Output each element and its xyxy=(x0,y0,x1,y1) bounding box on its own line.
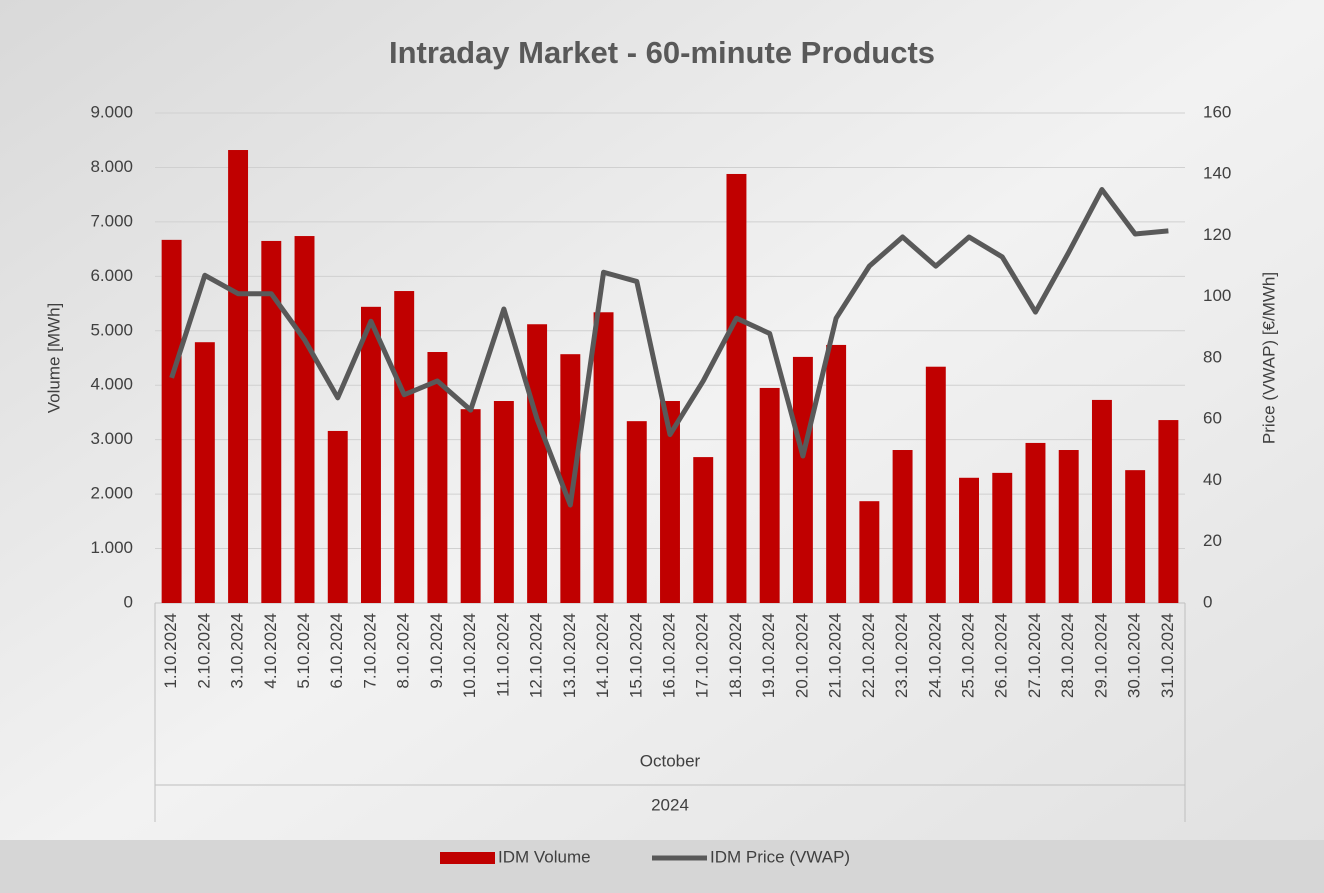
bar xyxy=(693,457,713,603)
x-tick-label: 2.10.2024 xyxy=(194,613,213,689)
x-tick-label: 25.10.2024 xyxy=(959,613,978,698)
x-tick-label: 14.10.2024 xyxy=(593,613,612,698)
y-tick-label: 0 xyxy=(124,592,133,611)
y2-tick-label: 100 xyxy=(1203,286,1231,305)
x-tick-label: 6.10.2024 xyxy=(327,613,346,689)
x-tick-label: 19.10.2024 xyxy=(759,613,778,698)
x-tick-label: 16.10.2024 xyxy=(659,613,678,698)
bar xyxy=(826,345,846,603)
bar xyxy=(1059,450,1079,603)
y-tick-label: 3.000 xyxy=(90,429,133,448)
x-tick-label: 18.10.2024 xyxy=(726,613,745,698)
x-tick-label: 21.10.2024 xyxy=(826,613,845,698)
x-tick-label: 12.10.2024 xyxy=(527,613,546,698)
y2-tick-label: 60 xyxy=(1203,409,1222,428)
bar xyxy=(1092,400,1112,603)
y-tick-label: 9.000 xyxy=(90,102,133,121)
y2-axis-title: Price (VWAP) [€/MWh] xyxy=(1259,272,1278,444)
bar xyxy=(195,342,215,603)
x-tick-label: 10.10.2024 xyxy=(460,613,479,698)
y2-tick-label: 140 xyxy=(1203,164,1231,183)
x-tick-label: 7.10.2024 xyxy=(360,613,379,689)
bar xyxy=(228,150,248,603)
x-tick-label: 15.10.2024 xyxy=(626,613,645,698)
bar xyxy=(1125,470,1145,603)
x-tick-label: 5.10.2024 xyxy=(294,613,313,689)
legend-band xyxy=(0,840,1324,893)
x-tick-label: 17.10.2024 xyxy=(693,613,712,698)
chart-title: Intraday Market - 60-minute Products xyxy=(389,35,935,70)
x-tick-label: 26.10.2024 xyxy=(992,613,1011,698)
x-tick-label: 13.10.2024 xyxy=(560,613,579,698)
bar xyxy=(1158,420,1178,603)
x-tick-label: 29.10.2024 xyxy=(1091,613,1110,698)
bar xyxy=(461,409,481,603)
x-tick-label: 22.10.2024 xyxy=(859,613,878,698)
x-tick-label: 28.10.2024 xyxy=(1058,613,1077,698)
bar xyxy=(527,324,547,603)
bar xyxy=(793,357,813,603)
y-axis-title: Volume [MWh] xyxy=(44,303,63,414)
y-tick-label: 8.000 xyxy=(90,157,133,176)
x-tick-label: 23.10.2024 xyxy=(892,613,911,698)
x-tick-label: 8.10.2024 xyxy=(394,613,413,689)
legend-swatch xyxy=(440,852,495,864)
bar xyxy=(328,431,348,603)
x-tick-label: 30.10.2024 xyxy=(1125,613,1144,698)
y2-tick-label: 0 xyxy=(1203,592,1212,611)
x-tick-label: 3.10.2024 xyxy=(228,613,247,689)
legend-label: IDM Volume xyxy=(498,847,591,866)
bar xyxy=(162,240,182,603)
x-tick-label: 4.10.2024 xyxy=(261,613,280,689)
y-tick-label: 5.000 xyxy=(90,320,133,339)
group-label: 2024 xyxy=(651,795,689,814)
y2-tick-label: 80 xyxy=(1203,347,1222,366)
y2-tick-label: 120 xyxy=(1203,225,1231,244)
x-tick-label: 20.10.2024 xyxy=(792,613,811,698)
bar xyxy=(494,401,514,603)
x-tick-label: 11.10.2024 xyxy=(493,613,512,697)
x-tick-label: 9.10.2024 xyxy=(427,613,446,689)
bar xyxy=(726,174,746,603)
bar xyxy=(926,367,946,603)
bar xyxy=(760,388,780,603)
x-tick-label: 27.10.2024 xyxy=(1025,613,1044,698)
y2-tick-label: 40 xyxy=(1203,470,1222,489)
bar xyxy=(295,236,315,603)
y-tick-label: 2.000 xyxy=(90,484,133,503)
bar xyxy=(361,307,381,603)
bar xyxy=(859,501,879,603)
x-tick-label: 24.10.2024 xyxy=(925,613,944,698)
bar xyxy=(627,421,647,603)
chart: Intraday Market - 60-minute Products Vol… xyxy=(0,0,1324,893)
page: Intraday Market - 60-minute Products Vol… xyxy=(0,0,1324,893)
y-tick-label: 1.000 xyxy=(90,538,133,557)
x-tick-label: 31.10.2024 xyxy=(1158,613,1177,698)
y-tick-label: 4.000 xyxy=(90,375,133,394)
y2-tick-label: 20 xyxy=(1203,531,1222,550)
y-tick-label: 6.000 xyxy=(90,266,133,285)
y-tick-label: 7.000 xyxy=(90,211,133,230)
bar xyxy=(992,473,1012,603)
bar xyxy=(959,478,979,603)
group-label: October xyxy=(640,751,701,770)
bar xyxy=(594,312,614,603)
bar xyxy=(1026,443,1046,603)
legend-label: IDM Price (VWAP) xyxy=(710,847,850,866)
bar xyxy=(893,450,913,603)
x-tick-label: 1.10.2024 xyxy=(161,613,180,689)
y2-tick-label: 160 xyxy=(1203,102,1231,121)
bar xyxy=(560,354,580,603)
bar xyxy=(394,291,414,603)
